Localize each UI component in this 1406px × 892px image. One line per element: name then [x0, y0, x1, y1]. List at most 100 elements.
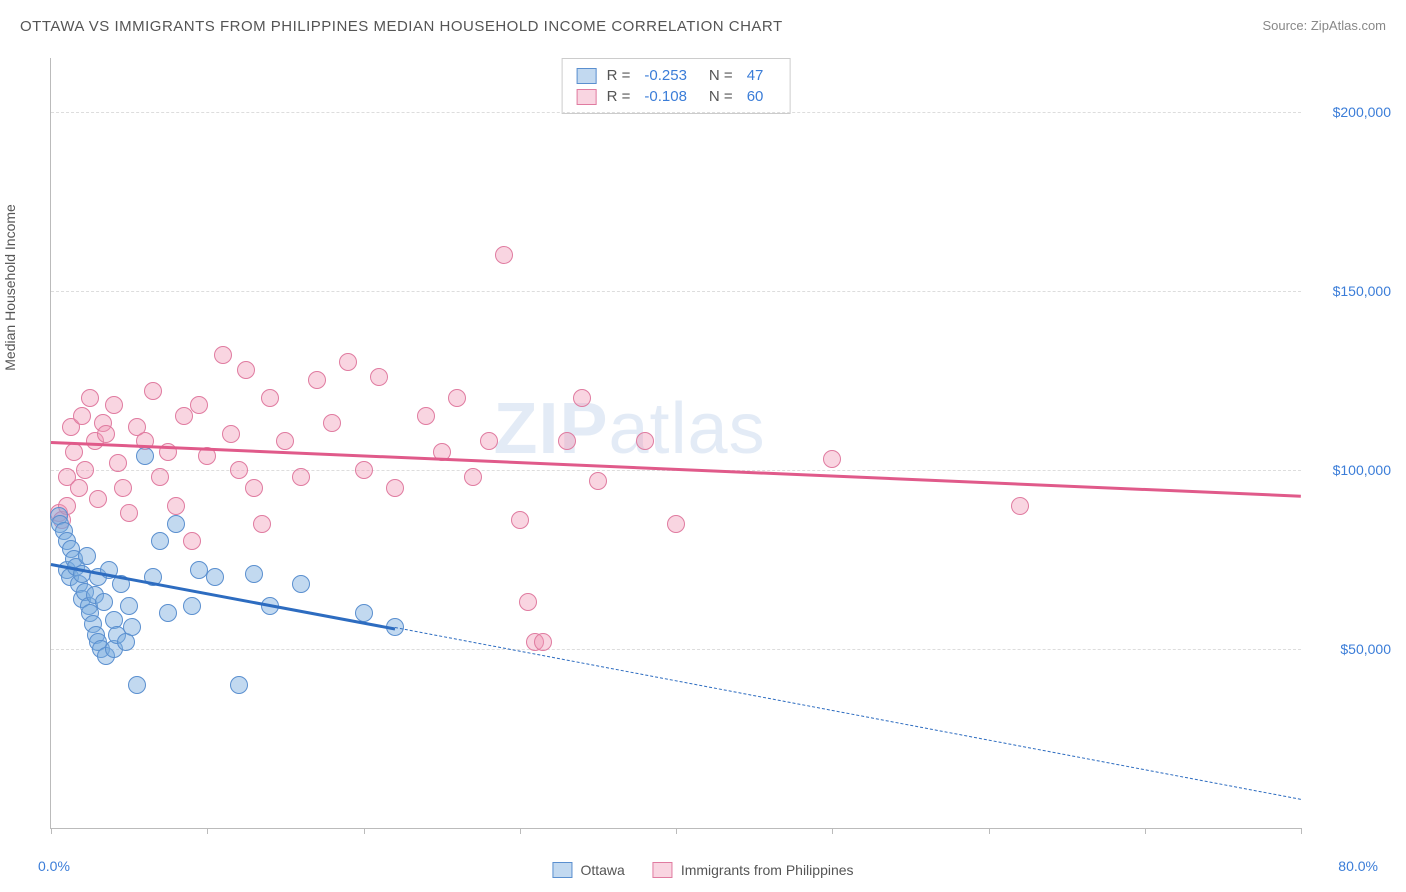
x-axis-min-label: 0.0%: [38, 858, 70, 874]
x-tick: [51, 828, 52, 834]
swatch-ottawa-icon: [577, 68, 597, 84]
corr-r-label: R =: [607, 88, 631, 105]
data-point-philippines: [230, 461, 248, 479]
data-point-ottawa: [206, 568, 224, 586]
legend-label-philippines: Immigrants from Philippines: [681, 862, 854, 878]
chart-container: OTTAWA VS IMMIGRANTS FROM PHILIPPINES ME…: [0, 0, 1406, 892]
data-point-philippines: [190, 396, 208, 414]
data-point-ottawa: [159, 604, 177, 622]
corr-n-label: N =: [709, 67, 733, 84]
data-point-philippines: [308, 371, 326, 389]
chart-title: OTTAWA VS IMMIGRANTS FROM PHILIPPINES ME…: [20, 18, 783, 35]
data-point-philippines: [386, 479, 404, 497]
data-point-philippines: [589, 472, 607, 490]
data-point-philippines: [448, 389, 466, 407]
swatch-philippines-icon: [577, 89, 597, 105]
data-point-ottawa: [136, 447, 154, 465]
corr-n-label: N =: [709, 88, 733, 105]
data-point-philippines: [144, 382, 162, 400]
source-attribution: Source: ZipAtlas.com: [1262, 18, 1386, 33]
data-point-philippines: [261, 389, 279, 407]
data-point-philippines: [292, 468, 310, 486]
data-point-ottawa: [183, 597, 201, 615]
legend-item-philippines: Immigrants from Philippines: [653, 862, 854, 878]
data-point-philippines: [73, 407, 91, 425]
corr-n-ottawa: 47: [747, 67, 764, 84]
data-point-ottawa: [123, 618, 141, 636]
legend-swatch-ottawa-icon: [552, 862, 572, 878]
data-point-philippines: [339, 353, 357, 371]
data-point-philippines: [276, 432, 294, 450]
gridline: [51, 291, 1301, 292]
data-point-ottawa: [78, 547, 96, 565]
gridline: [51, 649, 1301, 650]
x-tick: [1301, 828, 1302, 834]
data-point-ottawa: [292, 575, 310, 593]
regression-line-ottawa-dashed: [395, 627, 1301, 800]
data-point-philippines: [511, 511, 529, 529]
data-point-philippines: [573, 389, 591, 407]
data-point-philippines: [558, 432, 576, 450]
y-tick-label: $200,000: [1311, 104, 1391, 120]
data-point-philippines: [175, 407, 193, 425]
corr-r-ottawa: -0.253: [644, 67, 687, 84]
data-point-philippines: [167, 497, 185, 515]
data-point-philippines: [370, 368, 388, 386]
data-point-philippines: [464, 468, 482, 486]
legend-label-ottawa: Ottawa: [580, 862, 624, 878]
data-point-ottawa: [167, 515, 185, 533]
data-point-ottawa: [120, 597, 138, 615]
data-point-philippines: [114, 479, 132, 497]
data-point-philippines: [183, 532, 201, 550]
data-point-philippines: [495, 246, 513, 264]
data-point-philippines: [105, 396, 123, 414]
data-point-philippines: [667, 515, 685, 533]
data-point-philippines: [1011, 497, 1029, 515]
x-tick: [364, 828, 365, 834]
data-point-philippines: [355, 461, 373, 479]
data-point-philippines: [151, 468, 169, 486]
data-point-philippines: [253, 515, 271, 533]
corr-row-ottawa: R = -0.253 N = 47: [577, 65, 776, 86]
x-tick: [207, 828, 208, 834]
y-tick-label: $150,000: [1311, 283, 1391, 299]
data-point-philippines: [245, 479, 263, 497]
data-point-philippines: [417, 407, 435, 425]
x-tick: [520, 828, 521, 834]
data-point-philippines: [480, 432, 498, 450]
data-point-ottawa: [128, 676, 146, 694]
data-point-philippines: [534, 633, 552, 651]
y-axis-label: Median Household Income: [2, 204, 18, 371]
legend-item-ottawa: Ottawa: [552, 862, 624, 878]
corr-n-philippines: 60: [747, 88, 764, 105]
data-point-philippines: [89, 490, 107, 508]
y-tick-label: $50,000: [1311, 641, 1391, 657]
data-point-philippines: [636, 432, 654, 450]
data-point-philippines: [70, 479, 88, 497]
data-point-philippines: [109, 454, 127, 472]
data-point-philippines: [76, 461, 94, 479]
correlation-box: R = -0.253 N = 47 R = -0.108 N = 60: [562, 58, 791, 114]
data-point-ottawa: [245, 565, 263, 583]
data-point-ottawa: [151, 532, 169, 550]
data-point-philippines: [65, 443, 83, 461]
data-point-philippines: [237, 361, 255, 379]
watermark: ZIPatlas: [494, 388, 766, 470]
data-point-philippines: [823, 450, 841, 468]
x-tick: [832, 828, 833, 834]
corr-row-philippines: R = -0.108 N = 60: [577, 86, 776, 107]
watermark-bold: ZIP: [494, 389, 609, 469]
data-point-philippines: [222, 425, 240, 443]
x-tick: [989, 828, 990, 834]
data-point-philippines: [97, 425, 115, 443]
data-point-ottawa: [230, 676, 248, 694]
plot-area: ZIPatlas R = -0.253 N = 47 R = -0.108 N …: [50, 58, 1301, 829]
x-tick: [676, 828, 677, 834]
x-tick: [1145, 828, 1146, 834]
data-point-philippines: [120, 504, 138, 522]
bottom-legend: Ottawa Immigrants from Philippines: [552, 862, 853, 878]
x-axis-max-label: 80.0%: [1338, 858, 1378, 874]
data-point-ottawa: [95, 593, 113, 611]
corr-r-label: R =: [607, 67, 631, 84]
gridline: [51, 112, 1301, 113]
